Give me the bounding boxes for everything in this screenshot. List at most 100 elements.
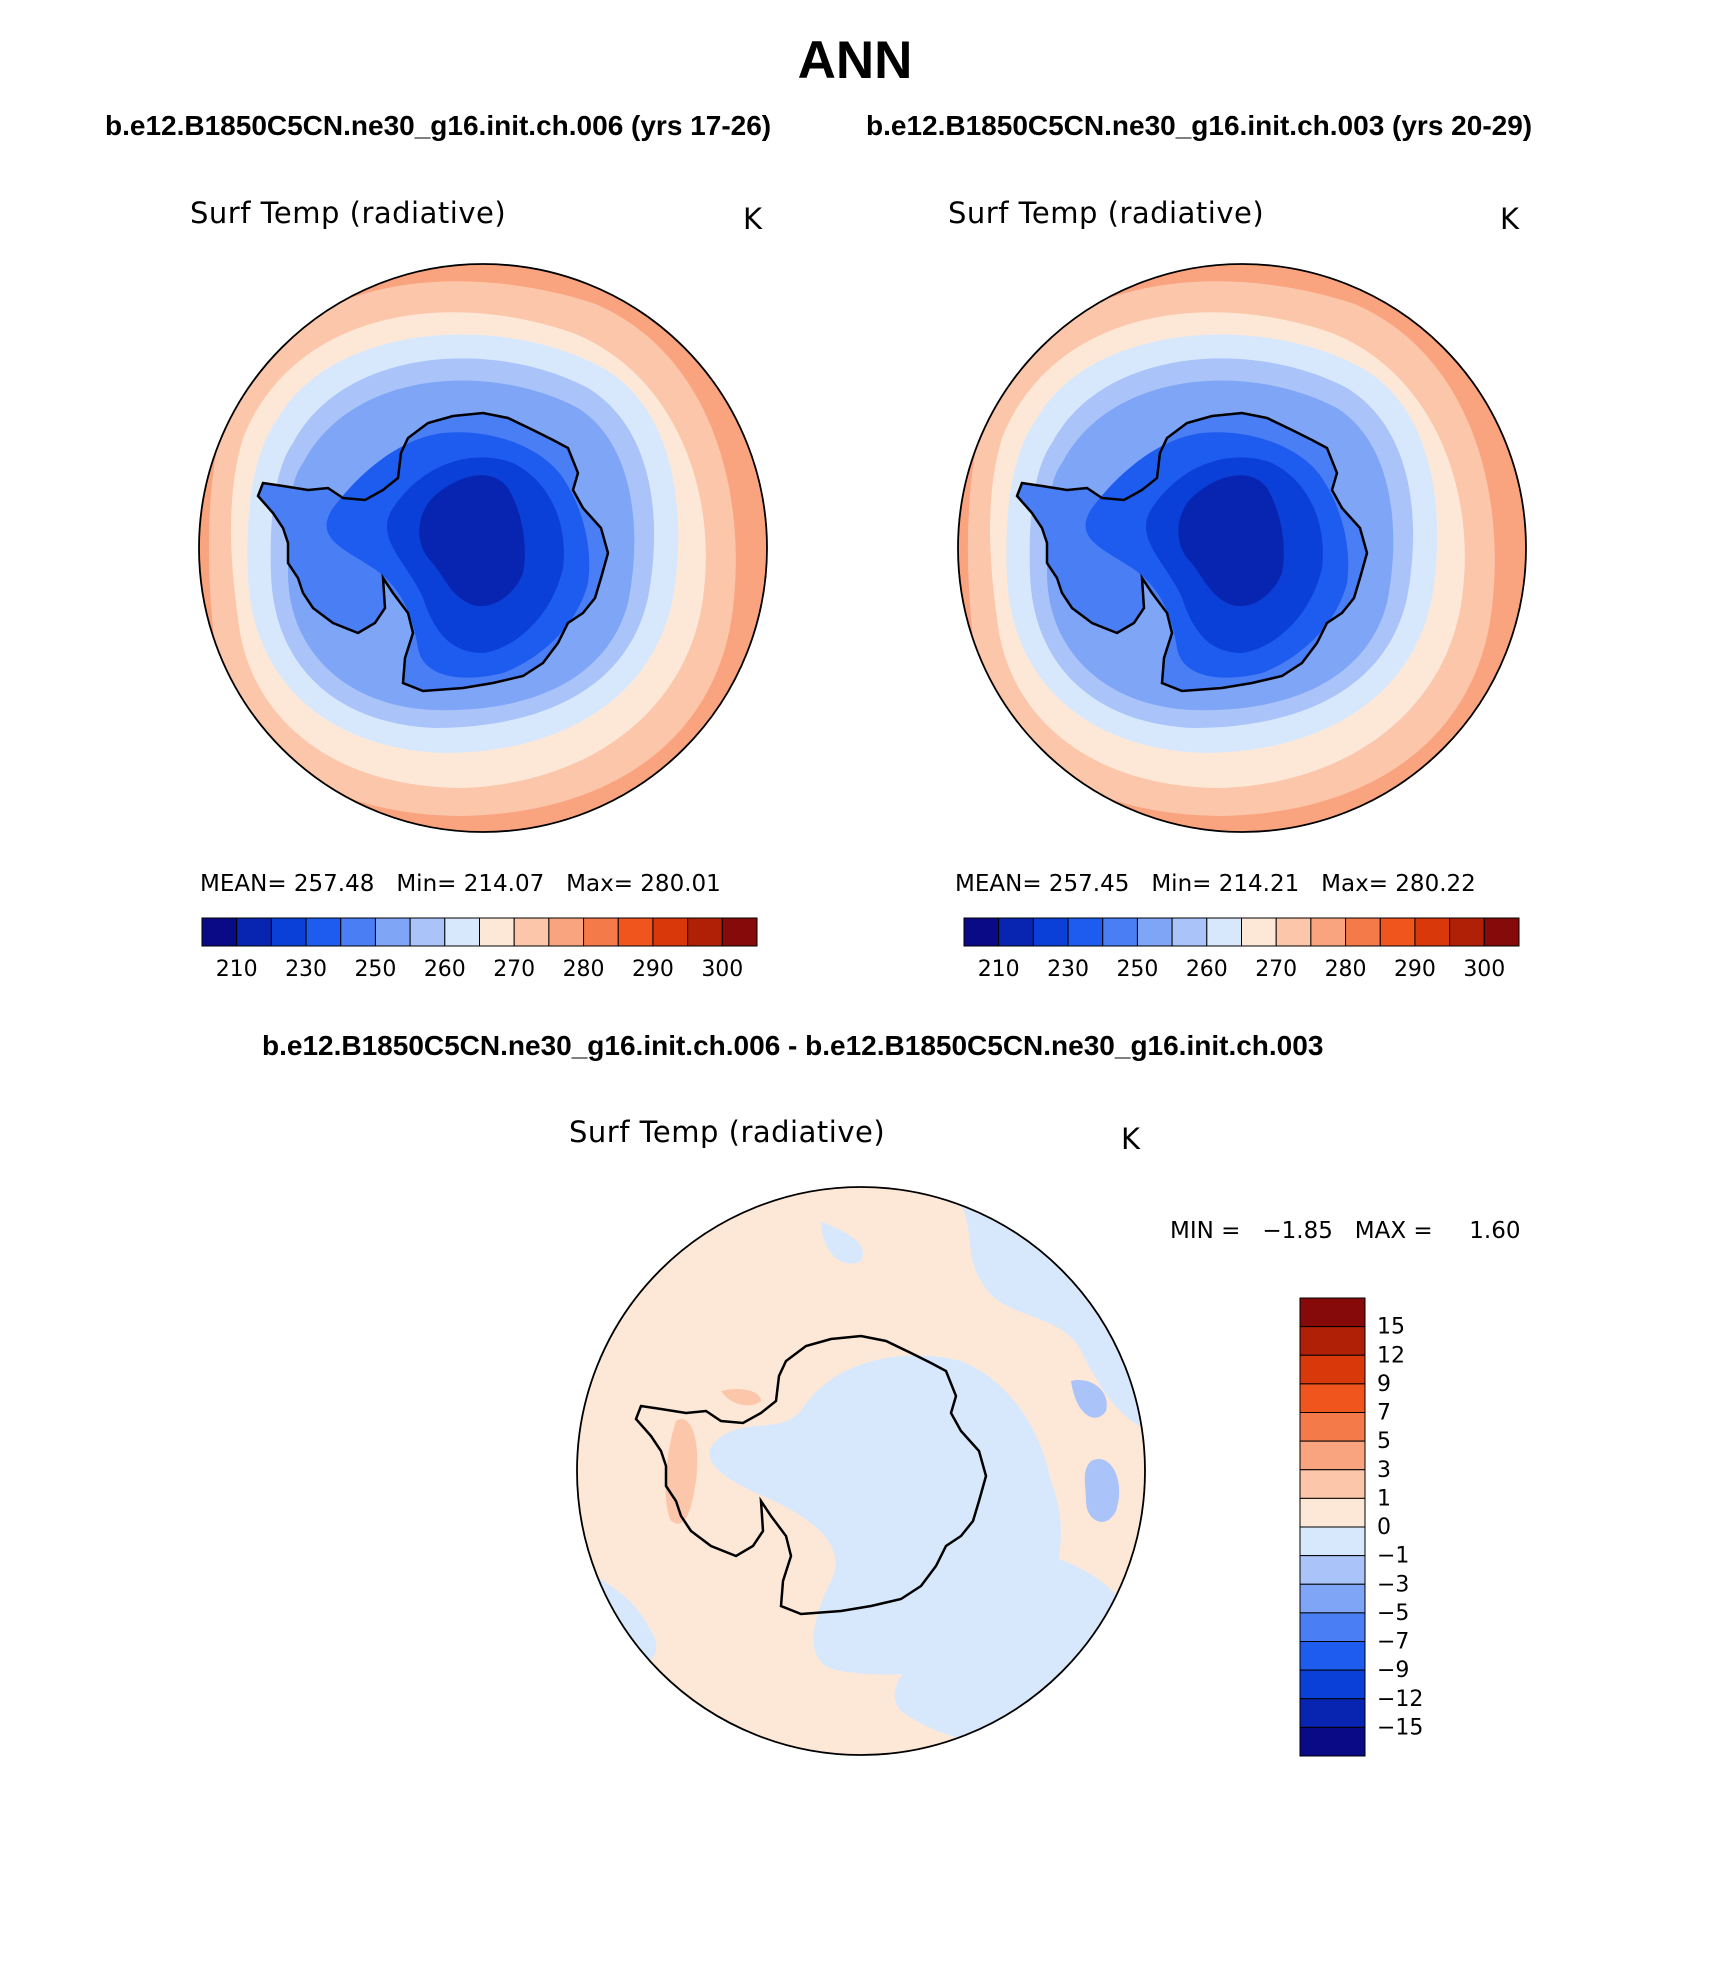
panel2-colorbar-box	[1171, 917, 1208, 947]
panel3-colorbar-box	[1299, 1469, 1366, 1499]
panel2-colorbar-tick-label: 210	[978, 957, 1020, 982]
main-title: ANN	[797, 31, 913, 90]
panel1-colorbar-box	[652, 917, 689, 947]
panel2-colorbar-box	[1414, 917, 1451, 947]
panel2-min-label: Min=	[1151, 871, 1212, 897]
panel2-colorbar-box	[1483, 917, 1520, 947]
panel1-colorbar-box	[513, 917, 550, 947]
panel3-colorbar-tick-label: 15	[1377, 1315, 1405, 1340]
panel2-colorbar-box	[998, 917, 1034, 947]
panel3-colorbar-tick-label: −3	[1377, 1572, 1409, 1597]
panel3-colorbar-tick-label: 12	[1377, 1343, 1405, 1368]
panel3-colorbar-tick-label: −12	[1377, 1687, 1423, 1712]
panel2-colorbar-tick-label: 290	[1394, 957, 1436, 982]
panel1-colorbar-tick-label: 260	[424, 957, 466, 982]
panel3-coast-fragment	[577, 1360, 578, 1377]
panel3-colorbar-tick-label: 1	[1377, 1486, 1391, 1511]
panel2-mean-label: MEAN=	[955, 871, 1042, 897]
panel3-colorbar-box	[1299, 1641, 1366, 1671]
panel1-stats: MEAN= 257.48 Min= 214.07 Max= 280.01	[200, 871, 721, 897]
panel2-colorbar-tick-label: 300	[1463, 957, 1505, 982]
panel3-colorbar-box	[1299, 1726, 1366, 1757]
panel2-min-value: 214.21	[1218, 871, 1300, 897]
panel1-colorbar-box	[444, 917, 480, 947]
panel1-units-label: K	[743, 202, 763, 236]
panel3-colorbar-tick-label: −15	[1377, 1715, 1423, 1740]
panel3-colorbar-tick-label: 7	[1377, 1401, 1391, 1426]
panel3-negative-region-5	[821, 1221, 863, 1264]
panel1-max-value: 280.01	[640, 871, 721, 897]
panel2-colorbar-tick-label: 270	[1255, 957, 1297, 982]
panel2-colorbar-box	[1206, 917, 1242, 947]
panel1-colorbar-tick-label: 270	[493, 957, 535, 982]
panel3-negative-region-7	[1084, 1459, 1120, 1522]
panel1-colorbar-box	[374, 917, 411, 947]
panel3-max-value: 1.60	[1469, 1218, 1521, 1244]
panel3-colorbar-box	[1299, 1612, 1366, 1642]
panel3-colorbar-box	[1299, 1526, 1366, 1557]
panel3-colorbar-box	[1299, 1698, 1366, 1728]
panel3-variable-label: Surf Temp (radiative)	[569, 1115, 886, 1149]
panel1-colorbar-box	[201, 917, 238, 947]
panel3-colorbar-tick-label: 5	[1377, 1429, 1391, 1454]
panel3-colorbar-tick-label: 3	[1377, 1458, 1391, 1483]
panel3-colorbar-box	[1299, 1383, 1366, 1413]
panel1-colorbar-tick-label: 210	[216, 957, 258, 982]
panel2-colorbar-box	[1345, 917, 1381, 947]
panel1-colorbar-tick-label: 230	[285, 957, 327, 982]
panel1-coast-fragment	[199, 437, 200, 454]
panel1-colorbar-box	[340, 917, 376, 947]
panel2-colorbar-box	[1102, 917, 1138, 947]
panel2-colorbar-box	[1310, 917, 1347, 947]
panel3-map	[577, 1187, 1145, 1755]
panel3-colorbar-tick-label: −5	[1377, 1601, 1409, 1626]
panel3-colorbar-box	[1299, 1583, 1366, 1614]
panel2-colorbar-tick-label: 250	[1116, 957, 1158, 982]
panel2-colorbar-box	[1449, 917, 1485, 947]
panel1-colorbar-tick-label: 280	[563, 957, 605, 982]
panel1-colorbar-box	[721, 917, 758, 947]
panel2-variable-label: Surf Temp (radiative)	[948, 196, 1265, 230]
panel3-colorbar-box	[1299, 1412, 1366, 1442]
panel2-colorbar-tick-label: 280	[1325, 957, 1367, 982]
panel2-colorbar-box	[1032, 917, 1069, 947]
panel2-colorbar-box	[1379, 917, 1416, 947]
panel2-colorbar-box	[963, 917, 1000, 947]
panel1-min-label: Min=	[396, 871, 457, 897]
case2-title: b.e12.B1850C5CN.ne30_g16.init.ch.003 (yr…	[866, 110, 1533, 141]
panel3-min-value: −1.85	[1262, 1218, 1333, 1244]
panel1-max-label: Max=	[566, 871, 633, 897]
panel1-mean-label: MEAN=	[200, 871, 287, 897]
panel1-colorbar-box	[548, 917, 585, 947]
difference-title: b.e12.B1850C5CN.ne30_g16.init.ch.006 - b…	[262, 1030, 1324, 1061]
panel1-land-4	[419, 475, 525, 607]
panel2-colorbar-box	[1275, 917, 1312, 947]
panel1-variable-label: Surf Temp (radiative)	[190, 196, 507, 230]
panel2-land-4	[1178, 475, 1284, 607]
panel3-colorbar-box	[1299, 1354, 1366, 1385]
panel3-colorbar-box	[1299, 1669, 1366, 1700]
panel1-colorbar-tick-label: 250	[354, 957, 396, 982]
panel2-colorbar-tick-label: 230	[1047, 957, 1089, 982]
panel1-colorbar-box	[236, 917, 272, 947]
panel1-colorbar-tick-label: 300	[701, 957, 743, 982]
panel3-colorbar-box	[1299, 1440, 1366, 1471]
panel3-colorbar-tick-label: −7	[1377, 1630, 1409, 1655]
panel2-coast-fragment	[958, 437, 959, 454]
panel3-map-border	[576, 1186, 1146, 1756]
panel2-colorbar-box	[1067, 917, 1104, 947]
panel1-colorbar-tick-label: 290	[632, 957, 674, 982]
panel1-colorbar-box	[270, 917, 307, 947]
panel3-colorbar: 15 12 9 7 5 3 1 0 −1 −3 −5 −7 −9 −12 −15	[1299, 1297, 1423, 1757]
panel3-negative-region-6	[1071, 1380, 1107, 1418]
panel3-colorbar-tick-label: −9	[1377, 1658, 1409, 1683]
panel3-max-label: MAX =	[1354, 1218, 1433, 1244]
panel2-max-value: 280.22	[1395, 871, 1476, 897]
panel2-max-label: Max=	[1321, 871, 1388, 897]
panel3-colorbar-box	[1299, 1555, 1366, 1585]
panel1-island	[237, 366, 244, 372]
panel3-stats: MIN = −1.85 MAX = 1.60	[1170, 1218, 1520, 1244]
panel2-island	[996, 366, 1003, 372]
panel2-map-border	[957, 263, 1527, 833]
panel1-colorbar-box	[687, 917, 723, 947]
